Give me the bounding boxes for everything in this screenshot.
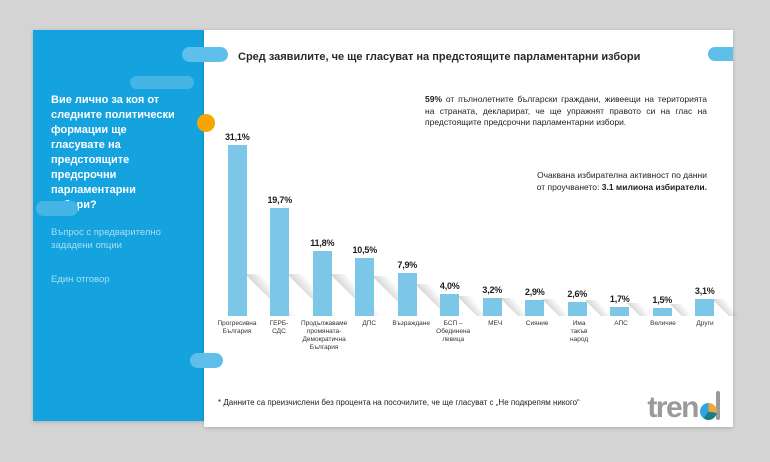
bar-column: 3,1% xyxy=(684,125,744,316)
bar xyxy=(525,300,545,316)
bar-column: 1,7% xyxy=(599,125,655,316)
bar-value-label: 2,6% xyxy=(567,289,588,299)
bar xyxy=(355,258,375,316)
bar-column: 19,7% xyxy=(259,125,344,316)
bar-category-label: Други xyxy=(696,320,714,327)
bar-chart-columns: 31,1% 19,7% 11,8% 10,5% 7,9% 4,0% 3,2% 2,9% 2,6%… xyxy=(216,125,744,316)
question-type-note: Въпрос с предварително зададени опции xyxy=(51,227,161,251)
bar-value-label: 19,7% xyxy=(267,195,293,205)
bar-value-label: 11,8% xyxy=(310,238,335,248)
bar-wrap xyxy=(227,145,301,316)
bar-value-label: 3,2% xyxy=(482,285,503,295)
bar-category-label: АПС xyxy=(614,320,628,327)
bar-category-label: ДПС xyxy=(362,320,377,327)
bar xyxy=(270,208,290,316)
decorative-pill xyxy=(36,201,78,216)
bar xyxy=(440,294,460,316)
decorative-pill xyxy=(190,353,223,368)
bar xyxy=(397,273,417,316)
bar-value-label: 3,1% xyxy=(694,286,715,296)
bar-column: 2,6% xyxy=(556,125,615,316)
trend-logo: tren xyxy=(647,390,721,424)
bar-wrap xyxy=(397,273,461,316)
bar-chart: 31,1% 19,7% 11,8% 10,5% 7,9% 4,0% 3,2% 2,9% 2,6%… xyxy=(216,125,744,352)
bar-category-label: ГЕРБ- СДС xyxy=(269,320,289,335)
footnote: * Данните са преизчислени без процента н… xyxy=(218,398,580,407)
single-answer-note: Един отговор xyxy=(51,274,110,285)
bar-category-label: МЕЧ xyxy=(488,320,503,327)
logo-text: tren xyxy=(647,391,699,424)
bar-value-label: 31,1% xyxy=(224,132,250,142)
bar xyxy=(695,299,715,316)
bar xyxy=(652,308,672,316)
bar xyxy=(227,145,247,316)
logo-d-stem xyxy=(715,391,720,420)
bar-wrap xyxy=(695,299,744,316)
bar-value-label: 10,5% xyxy=(352,245,378,255)
bar-value-label: 7,9% xyxy=(397,260,418,270)
bar-column: 4,0% xyxy=(429,125,492,316)
bar-category-label: Величие xyxy=(650,320,676,327)
bar-category-label: Има такъв народ xyxy=(570,320,589,343)
bar-column: 11,8% xyxy=(301,125,386,316)
bar-wrap xyxy=(610,303,655,316)
turnout-statistic-paragraph: 59% от пълнолетните български граждани, … xyxy=(425,94,707,127)
chart-title: Сред заявилите, че ще гласуват на предст… xyxy=(238,51,641,63)
bar-wrap xyxy=(270,208,344,316)
bar-category-label: Възраждане xyxy=(392,320,430,327)
survey-question: Вие лично за коя от следните политически… xyxy=(51,94,175,211)
bar-column: 3,2% xyxy=(471,125,532,316)
bar-column: 2,9% xyxy=(514,125,574,316)
bar-category-label: Сияние xyxy=(525,320,549,327)
bar-shadow xyxy=(712,299,744,316)
bar-category-label: Продължаваме промяната- Демократична Бъл… xyxy=(300,320,348,351)
decorative-pill xyxy=(130,76,194,89)
chart-card: Сред заявилите, че ще гласуват на предст… xyxy=(204,30,744,427)
decorative-pill xyxy=(182,47,228,62)
bar-value-label: 4,0% xyxy=(439,281,460,291)
question-sidebar: Вие лично за коя от следните политически… xyxy=(33,30,204,421)
bar-category-label: БСП – Обединена левица xyxy=(436,320,471,343)
bar-chart-categories: Прогресивна България ГЕРБ- СДС Продължавам… xyxy=(216,320,726,352)
bar-category-label: Прогресивна България xyxy=(217,320,257,335)
bar-value-label: 2,9% xyxy=(524,287,545,297)
bar-value-label: 1,5% xyxy=(652,295,673,305)
bar-wrap xyxy=(525,299,574,316)
pie-chart-icon xyxy=(700,403,717,420)
bar-column: 10,5% xyxy=(344,125,427,316)
bar-wrap xyxy=(567,300,615,316)
bar xyxy=(482,298,502,316)
decorative-pill xyxy=(708,47,733,61)
accent-dot xyxy=(197,114,215,132)
bar-value-label: 1,7% xyxy=(609,294,630,304)
bar-wrap xyxy=(440,294,492,316)
logo-letter-d xyxy=(700,390,721,420)
bar-wrap xyxy=(482,298,532,316)
bar xyxy=(567,302,587,316)
turnout-percent: 59% xyxy=(425,94,443,104)
expected-voters-count: 3.1 милиона избиратели. xyxy=(601,182,707,192)
bar-wrap xyxy=(355,258,427,316)
bar-column: 7,9% xyxy=(386,125,461,316)
bar-wrap xyxy=(312,251,386,316)
expected-turnout-paragraph: Очаквана избирателна активност по данни … xyxy=(536,170,707,192)
bar-wrap xyxy=(652,304,696,316)
bar-column: 31,1% xyxy=(216,125,301,316)
bar xyxy=(312,251,332,316)
bar-column: 1,5% xyxy=(641,125,696,316)
bar xyxy=(610,307,630,316)
